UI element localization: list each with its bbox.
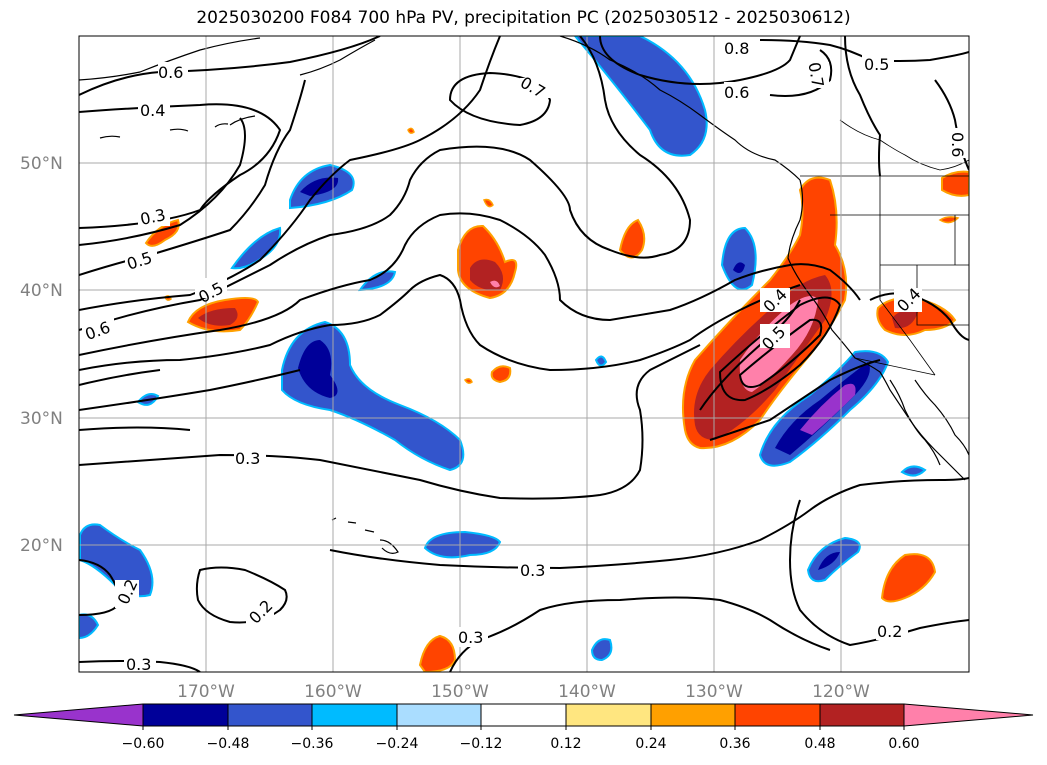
- coast-hawaii: [331, 517, 399, 554]
- contour-label: 0.2: [877, 622, 902, 641]
- colorbar-bin: [481, 704, 566, 726]
- pv-contours: [79, 36, 969, 672]
- contour-0.2-east: [788, 499, 969, 647]
- lon-labels: 170°W 160°W 150°W 140°W 130°W 120°W: [177, 682, 870, 702]
- colorbar-extend-low: [14, 704, 143, 726]
- lon-label-140w: 140°W: [558, 682, 616, 702]
- borders: [800, 119, 969, 376]
- contour-0.2-hawaii: [195, 566, 288, 624]
- colorbar-tick-label: −0.36: [291, 736, 334, 752]
- lon-label-130w: 130°W: [685, 682, 743, 702]
- colorbar-tick-label: −0.24: [376, 736, 419, 752]
- map-title: 2025030200 F084 700 hPa PV, precipitatio…: [196, 8, 851, 28]
- colorbar-bin: [651, 704, 735, 726]
- contour-label: 0.7: [804, 61, 827, 89]
- colorbar-bin: [228, 704, 312, 726]
- contour-label: 0.6: [724, 83, 749, 102]
- colorbar-tick-label: −0.12: [460, 736, 503, 752]
- colorbar-bin: [143, 704, 228, 726]
- coast-alaska: [79, 36, 801, 181]
- map-frame: [78, 35, 970, 673]
- contour-label: 0.3: [520, 561, 545, 580]
- contour-labels: 0.6 0.4 0.3 0.5 0.5 0.6 0.7 0.8 0.7 0.5 …: [82, 38, 967, 674]
- lon-label-170w: 170°W: [177, 682, 235, 702]
- colorbar-tick-label: −0.60: [122, 736, 165, 752]
- lon-label-150w: 150°W: [431, 682, 489, 702]
- neg-region-gulf-alaska: [573, 36, 708, 157]
- contour-label: 0.6: [158, 63, 183, 82]
- contour-0.6-west: [79, 36, 692, 331]
- contour-0.6-north: [79, 36, 381, 96]
- contour-label: 0.3: [126, 655, 151, 674]
- contour-label: 0.3: [235, 449, 260, 468]
- contour-label: 0.5: [864, 55, 889, 74]
- colorbar-tick-label: 0.36: [719, 736, 750, 752]
- lat-labels: 50°N 40°N 30°N 20°N: [20, 154, 63, 556]
- coast-baja: [889, 379, 969, 466]
- colorbar-tick-label: −0.48: [207, 736, 250, 752]
- colorbar-tick-label: 0.12: [550, 736, 581, 752]
- lat-label-40n: 40°N: [20, 281, 63, 301]
- lat-label-50n: 50°N: [20, 154, 63, 174]
- lat-label-30n: 30°N: [20, 409, 63, 429]
- pos-region-1: [144, 218, 180, 247]
- map-layers: 0.6 0.4 0.3 0.5 0.5 0.6 0.7 0.8 0.7 0.5 …: [79, 36, 969, 674]
- colorbar-bin: [397, 704, 481, 726]
- colorbar: −0.60 −0.48 −0.36 −0.24 −0.12 0.12 0.24 …: [13, 703, 1034, 752]
- contour-0.4-ar: [718, 296, 842, 402]
- contour-label: 0.8: [724, 39, 749, 58]
- contour-0.5-mid: [79, 36, 501, 311]
- neg-region-sw: [79, 523, 154, 598]
- contour-label: 0.3: [138, 205, 167, 229]
- lon-label-160w: 160°W: [304, 682, 362, 702]
- contour-0.3-south: [329, 477, 969, 570]
- colorbar-tick-label: 0.60: [888, 736, 919, 752]
- contour-label: 0.6: [948, 132, 967, 157]
- colorbar-extend-high: [904, 704, 1033, 726]
- colorbar-bin: [312, 704, 397, 726]
- colorbar-bin: [820, 704, 904, 726]
- contour-0.7: [448, 71, 552, 127]
- contour-label: 0.3: [458, 628, 483, 647]
- lon-label-120w: 120°W: [812, 682, 870, 702]
- colorbar-bin: [566, 704, 651, 726]
- colorbar-tick-label: 0.48: [804, 736, 835, 752]
- contour-label: 0.4: [140, 101, 165, 120]
- neg-region-4: [720, 226, 757, 291]
- contour-0.3-west: [79, 369, 301, 411]
- precip-shading: [79, 36, 969, 672]
- lat-label-20n: 20°N: [20, 536, 63, 556]
- colorbar-tick-label: 0.24: [635, 736, 666, 752]
- contour-0.4-east: [869, 292, 969, 341]
- colorbar-bin: [735, 704, 820, 726]
